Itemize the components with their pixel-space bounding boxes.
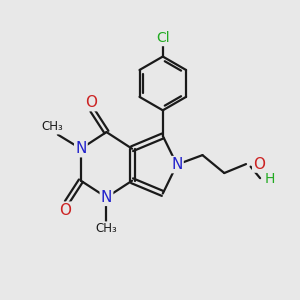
Text: N: N xyxy=(171,157,183,172)
Text: O: O xyxy=(253,157,265,172)
Text: H: H xyxy=(265,172,275,186)
Text: CH₃: CH₃ xyxy=(96,222,117,236)
Text: Cl: Cl xyxy=(156,31,169,45)
Text: CH₃: CH₃ xyxy=(41,121,63,134)
Text: O: O xyxy=(85,95,97,110)
Text: O: O xyxy=(59,203,71,218)
Text: N: N xyxy=(75,141,87,156)
Text: N: N xyxy=(101,190,112,205)
